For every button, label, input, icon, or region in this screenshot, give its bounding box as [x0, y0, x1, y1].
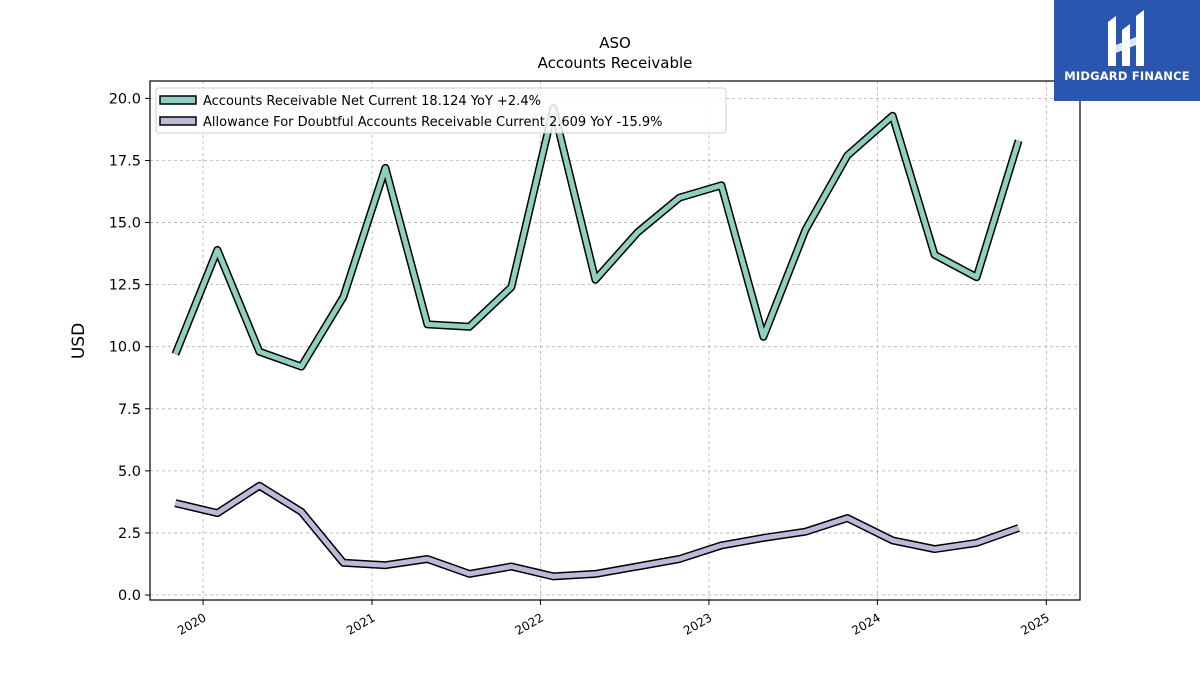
- chart-title: ASO: [599, 34, 631, 52]
- y-tick-label: 15.0: [109, 216, 141, 232]
- y-axis-label: USD: [69, 323, 89, 359]
- x-tick-label: 2021: [344, 610, 377, 637]
- y-tick-label: 5.0: [118, 464, 141, 480]
- legend-label: Accounts Receivable Net Current 18.124 Y…: [203, 94, 541, 109]
- x-tick-label: 2023: [681, 610, 714, 637]
- legend: Accounts Receivable Net Current 18.124 Y…: [155, 87, 727, 134]
- y-tick-label: 2.5: [118, 526, 141, 542]
- midgard-finance-logo: MIDGARD FINANCE: [1054, 0, 1200, 101]
- x-tick-label: 2025: [1018, 610, 1051, 637]
- series-outline-2: [174, 481, 1020, 581]
- x-tick-label: 2020: [175, 610, 208, 637]
- series-line-1: [173, 105, 1021, 370]
- series-line-2: [174, 483, 1020, 579]
- series-layer: [171, 104, 1023, 581]
- legend-label: Allowance For Doubtful Accounts Receivab…: [203, 115, 663, 130]
- logo-text: MIDGARD FINANCE: [1064, 69, 1190, 83]
- x-tick-label: 2022: [513, 610, 546, 637]
- y-tick-label: 0.0: [118, 588, 141, 604]
- x-tick-label: 2024: [849, 610, 882, 637]
- legend-swatch: [159, 116, 197, 126]
- y-tick-label: 17.5: [109, 153, 141, 169]
- series-outline-1: [171, 104, 1023, 371]
- midgard-logo-mark-icon: [1108, 10, 1144, 66]
- legend-swatch: [159, 95, 197, 105]
- y-tick-label: 20.0: [109, 91, 141, 107]
- y-tick-label: 10.0: [109, 340, 141, 356]
- chart-subtitle: Accounts Receivable: [538, 54, 693, 72]
- y-tick-label: 7.5: [118, 402, 141, 418]
- legend-box: [155, 87, 727, 134]
- y-tick-label: 12.5: [109, 278, 141, 294]
- plot-frame: [149, 80, 1081, 601]
- grid: [150, 81, 1080, 600]
